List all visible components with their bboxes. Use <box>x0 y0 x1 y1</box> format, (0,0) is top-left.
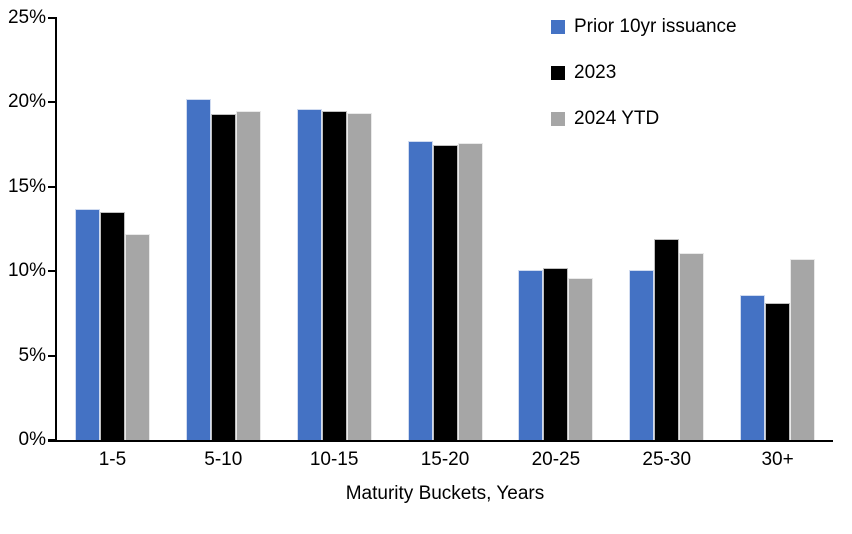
bar-25-30-series-2 <box>679 252 705 440</box>
bar-15-20-series-0 <box>407 141 433 440</box>
bar-group-20-25 <box>500 18 611 440</box>
x-tick-label: 20-25 <box>531 449 581 470</box>
bar-group-10-15 <box>279 18 390 440</box>
x-tick-label: 25-30 <box>642 449 692 470</box>
bar-5-10-series-1 <box>210 114 236 440</box>
bar-15-20-series-1 <box>432 144 458 440</box>
y-axis-labels: 0% 5% 10% 15% 20% 25% <box>0 7 46 450</box>
bar-group-5-10 <box>168 18 279 440</box>
bar-group-30+ <box>722 18 833 440</box>
bar-20-25-series-2 <box>568 277 594 440</box>
bar-20-25-series-1 <box>543 267 569 440</box>
y-tick-mark <box>48 185 55 188</box>
bar-10-15-series-1 <box>321 110 347 440</box>
bar-20-25-series-0 <box>518 269 544 440</box>
legend-label: 2024 YTD <box>574 108 660 129</box>
y-tick-mark <box>48 101 55 104</box>
legend-label: 2023 <box>574 62 617 83</box>
x-tick-label: 1-5 <box>98 449 127 470</box>
x-axis-title: Maturity Buckets, Years <box>345 483 545 504</box>
y-axis <box>55 17 57 442</box>
y-tick-label: 0% <box>18 429 46 450</box>
bar-25-30-series-1 <box>654 239 680 440</box>
y-tick-label: 25% <box>7 7 46 28</box>
bar-30+-series-2 <box>790 259 816 440</box>
y-tick-mark <box>48 17 55 19</box>
bar-group-15-20 <box>390 18 501 440</box>
x-axis-labels: 1-5 5-10 10-15 15-20 20-25 25-30 30+ <box>57 449 833 471</box>
bar-group-25-30 <box>611 18 722 440</box>
legend-item-0: Prior 10yr issuance <box>551 16 737 38</box>
bar-1-5-series-2 <box>124 234 150 440</box>
bar-group-1-5 <box>57 18 168 440</box>
legend-label: Prior 10yr issuance <box>574 16 737 37</box>
y-tick-mark <box>48 354 55 357</box>
y-tick-label: 5% <box>18 344 46 366</box>
x-tick-label: 30+ <box>761 449 794 470</box>
bar-5-10-series-0 <box>185 99 211 440</box>
x-tick-label: 15-20 <box>420 449 470 470</box>
bar-15-20-series-2 <box>457 142 483 440</box>
bar-10-15-series-0 <box>296 109 322 440</box>
legend-swatch-icon <box>551 66 565 80</box>
legend-swatch-icon <box>551 112 565 126</box>
x-tick-label: 10-15 <box>309 449 359 470</box>
legend-item-1: 2023 <box>551 62 737 84</box>
legend: Prior 10yr issuance 2023 2024 YTD <box>551 16 737 130</box>
y-tick-mark <box>48 439 55 441</box>
bar-1-5-series-0 <box>74 208 100 440</box>
bar-1-5-series-1 <box>99 212 125 440</box>
y-tick-label: 15% <box>7 175 46 197</box>
y-tick-label: 20% <box>7 91 46 113</box>
y-tick-marks <box>48 17 833 441</box>
y-tick-mark <box>48 270 55 273</box>
bar-30+-series-0 <box>740 294 766 440</box>
bar-30+-series-1 <box>765 303 791 440</box>
x-tick-label: 5-10 <box>204 449 243 470</box>
legend-swatch-icon <box>551 20 565 34</box>
y-tick-label: 10% <box>7 260 46 282</box>
x-axis <box>48 440 833 442</box>
bar-groups <box>57 18 833 440</box>
plot-area <box>48 17 833 442</box>
bar-25-30-series-0 <box>629 269 655 440</box>
bar-5-10-series-2 <box>235 110 261 440</box>
legend-item-2: 2024 YTD <box>551 108 737 130</box>
bar-10-15-series-2 <box>346 112 372 440</box>
